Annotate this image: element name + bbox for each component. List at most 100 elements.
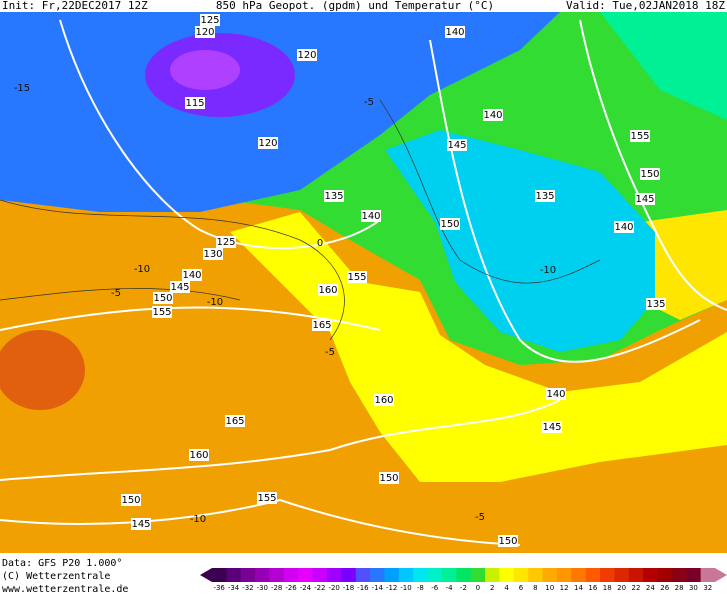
colorbar-box (370, 568, 385, 582)
colorbar-label: 30 (689, 584, 698, 592)
colorbar-label: -22 (314, 584, 325, 592)
geopotential-label: 150 (121, 495, 140, 506)
map-title: 850 hPa Geopot. (gpdm) und Temperatur (°… (216, 0, 494, 12)
contour (379, 99, 601, 284)
label-box (324, 190, 344, 202)
label-box (374, 394, 394, 406)
copyright: (C) Wetterzentrale (2, 571, 110, 582)
geopotential-label: 140 (361, 211, 380, 222)
geopotential-label: 140 (546, 389, 565, 400)
contour (429, 39, 701, 363)
colorbar-label: 2 (490, 584, 494, 592)
colorbar-end (200, 568, 212, 575)
geopotential-label: 135 (535, 191, 554, 202)
colorbar-box (614, 568, 630, 582)
colorbar-box (528, 568, 544, 582)
colorbar-box (657, 568, 673, 582)
colorbar-box (269, 568, 285, 582)
colorbar-box (326, 568, 342, 582)
cool-area (385, 130, 655, 352)
colorbar-box (700, 568, 716, 582)
colorbar-label: -30 (257, 584, 268, 592)
colorbar-label: 32 (703, 584, 712, 592)
colorbar-box (470, 568, 486, 582)
label-box (347, 271, 367, 283)
geopotential-label: 125 (200, 15, 219, 26)
colorbar-label: 10 (545, 584, 554, 592)
data-source: Data: GFS P20 1.000° (2, 558, 122, 569)
colorbar-box (628, 568, 644, 582)
label-box (200, 14, 220, 26)
colorbar-label: 16 (588, 584, 597, 592)
colorbar-box (283, 568, 299, 582)
colorbar-box (456, 568, 472, 582)
colorbar-label: -24 (300, 584, 312, 592)
label-box (185, 97, 205, 109)
label-box (152, 306, 172, 318)
cold-area (0, 12, 560, 212)
colorbar: -36 -34 -32 -30 -28 -26 -24 -22 -20 -18 -16 -14 -12-… (200, 568, 727, 592)
colorbar-box (413, 568, 429, 582)
colorbar-box (542, 568, 558, 582)
label-box (121, 494, 141, 506)
label-box (640, 168, 660, 180)
colorbar-label: -28 (271, 584, 282, 592)
init-time: Init: Fr,22DEC2017 12Z (2, 0, 148, 12)
label-box (257, 492, 277, 504)
colorbar-end (715, 568, 727, 582)
geopotential-label: 165 (225, 416, 244, 427)
colorbar-box (341, 568, 357, 582)
temperature-label: -15 (14, 83, 30, 94)
colorbar-box (600, 568, 615, 582)
colorbar-label: 18 (603, 584, 612, 592)
colorbar-label: 12 (560, 584, 569, 592)
colorbar-box (384, 568, 400, 582)
temperature-label: -10 (207, 297, 223, 308)
colorbar-box (212, 568, 227, 582)
colorbar-label: -2 (460, 584, 467, 592)
geopotential-label: 165 (312, 320, 331, 331)
colorbar-label: -20 (328, 584, 339, 592)
label-box (361, 210, 381, 222)
contour (0, 288, 241, 301)
geopotential-label: 145 (447, 140, 466, 151)
colorbar-label: 8 (533, 584, 537, 592)
colorbar-label: -36 (213, 584, 225, 592)
label-box (225, 415, 245, 427)
colorbar-box (240, 568, 256, 582)
geopotential-label: 140 (182, 270, 201, 281)
label-box (635, 193, 655, 205)
label-box (258, 137, 278, 149)
colorbar-box (226, 568, 242, 582)
temperature-label: -5 (325, 347, 335, 358)
colorbar-label: -10 (400, 584, 411, 592)
temperature-contours (0, 99, 601, 341)
temperature-label: -5 (111, 288, 121, 299)
geopotential-label: 160 (189, 450, 208, 461)
geopotential-label: 120 (195, 27, 214, 38)
contour (0, 199, 345, 341)
colorbar-box (556, 568, 572, 582)
label-box (170, 281, 190, 293)
temperature-label: -10 (540, 265, 556, 276)
temperature-label: -5 (475, 512, 485, 523)
label-box (614, 221, 634, 233)
colorbar-box (585, 568, 601, 582)
colorbar-box (298, 568, 314, 582)
colorbar-label: 28 (675, 584, 684, 592)
label-box (445, 26, 465, 38)
geopotential-label: 145 (131, 519, 150, 530)
colorbar-box (441, 568, 457, 582)
geopotential-label: 150 (153, 293, 172, 304)
colorbar-label: -6 (431, 584, 439, 592)
geopotential-label: 135 (646, 299, 665, 310)
coldest-area (170, 50, 240, 90)
label-box (542, 421, 562, 433)
temperature-label: -10 (190, 514, 206, 525)
geopotential-label: 155 (347, 272, 366, 283)
label-box (131, 518, 151, 530)
contour (579, 19, 727, 311)
colorbar-label: 26 (660, 584, 669, 592)
